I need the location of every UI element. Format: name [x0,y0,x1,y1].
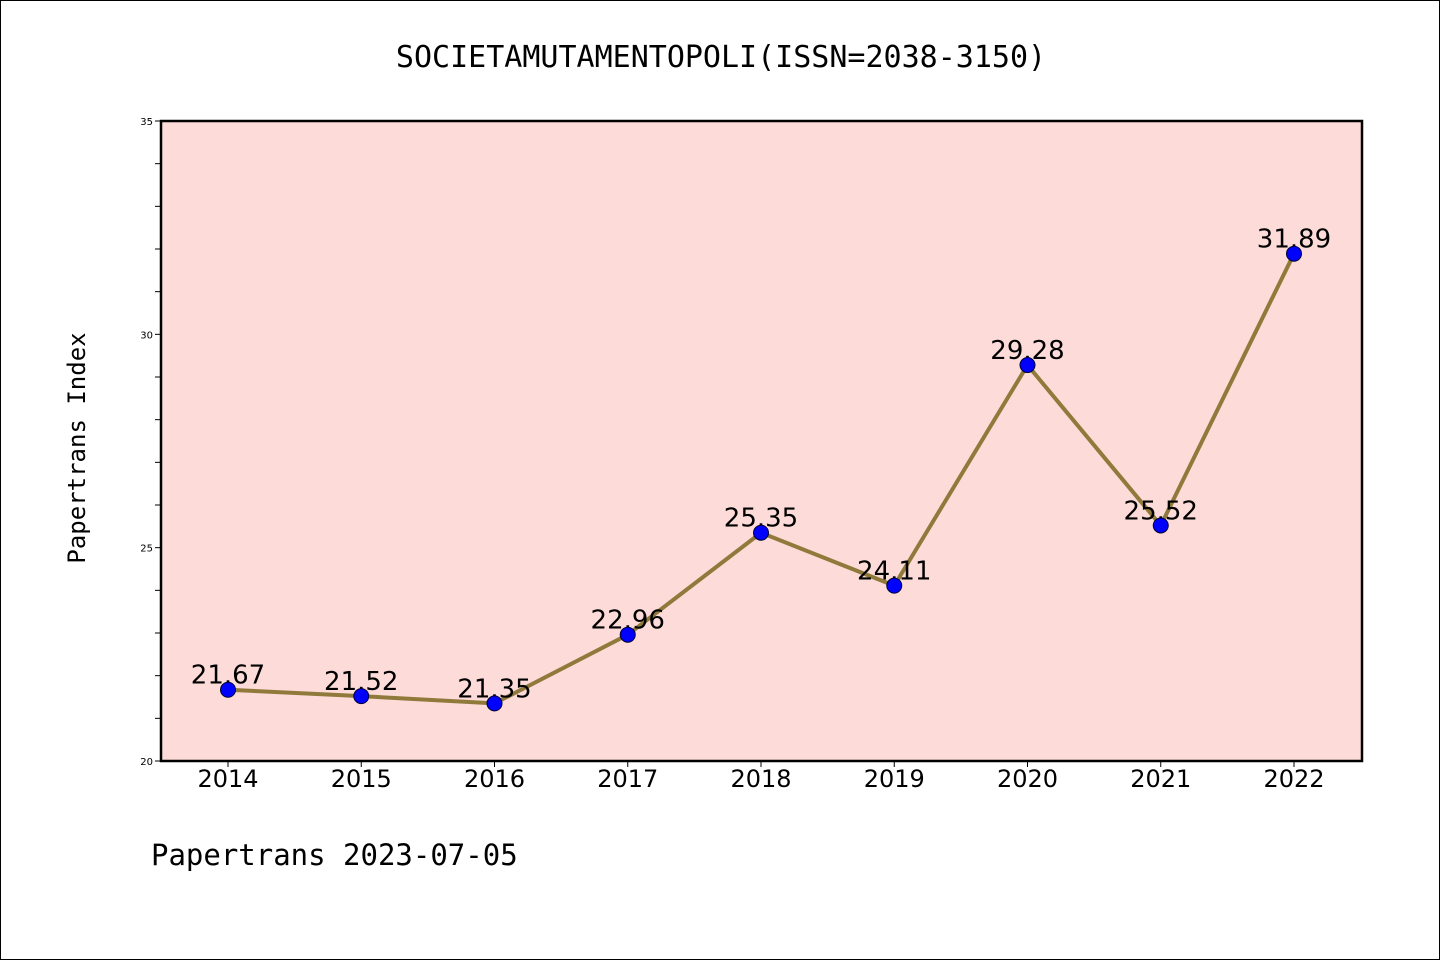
y-axis-label: Papertrans Index [63,332,91,563]
data-point [619,626,636,643]
data-point [753,524,769,541]
data-point [220,681,236,698]
x-tick-label: 2017 [597,765,658,793]
x-axis-ticks: 2014 2015 2016 2017 2018 2019 2020 2021 2022 [197,761,1325,793]
y-tick-label: 20 [140,757,153,768]
plot-area [161,121,1362,761]
data-point [353,688,370,705]
chart-title: SOCIETAMUTAMENTOPOLI(ISSN=2038-3150) [396,40,1046,75]
data-point [1152,517,1169,534]
x-tick-label: 2021 [1130,765,1191,793]
y-tick-label: 25 [140,544,153,555]
footer-date: Papertrans 2023-07-05 [151,838,518,872]
y-tick-label: 30 [140,330,153,341]
data-point [886,577,903,594]
y-tick-label: 35 [140,117,153,128]
x-tick-label: 2016 [464,765,525,793]
x-tick-label: 2020 [997,765,1058,793]
data-point [486,695,503,712]
y-axis-ticks: 20 25 30 35 [140,117,161,768]
data-point [1286,245,1302,262]
x-tick-label: 2015 [331,765,392,793]
x-tick-label: 2019 [864,765,925,793]
data-markers [220,245,1302,712]
x-tick-label: 2022 [1263,765,1324,793]
data-labels: 21.67 21.52 21.3522.9625.3524.1129.2825.52… [191,225,1331,705]
x-tick-label: 2018 [730,765,791,793]
x-tick-label: 2014 [197,765,258,793]
data-point [1019,357,1036,374]
plot-frame [159,119,1364,763]
